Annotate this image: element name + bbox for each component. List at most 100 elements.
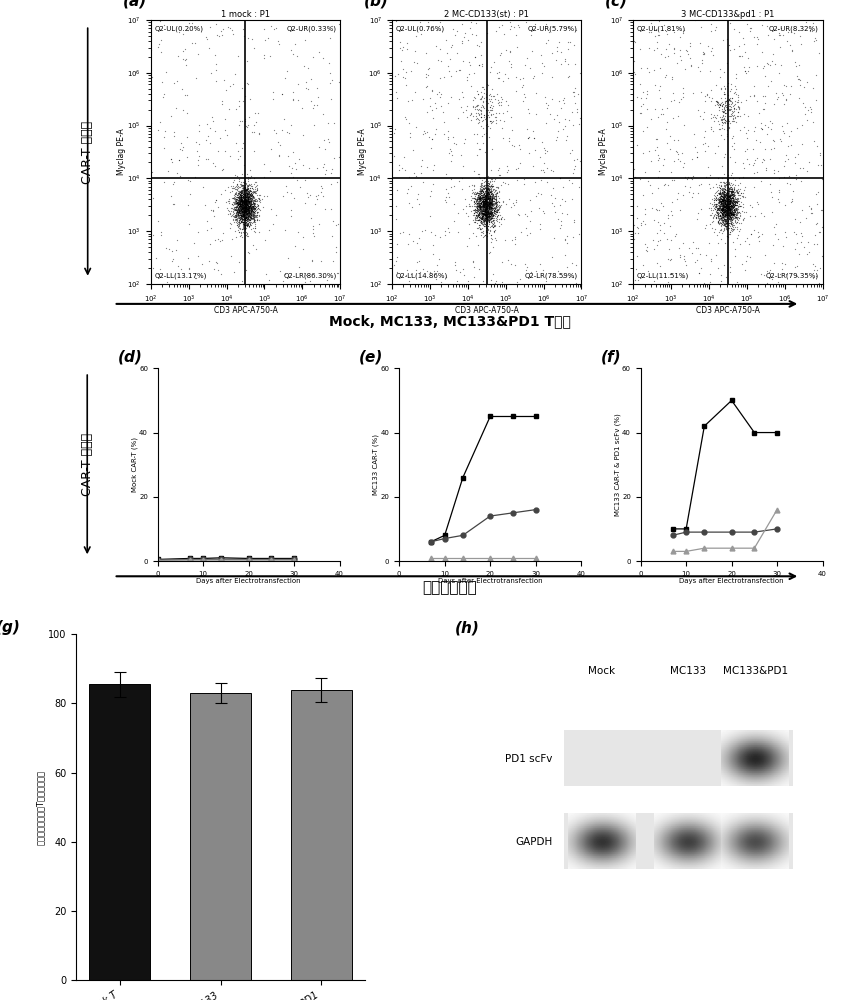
Point xyxy=(236,211,249,227)
Point xyxy=(558,232,572,248)
Point xyxy=(237,196,250,212)
Point xyxy=(718,215,732,231)
Point xyxy=(430,22,444,38)
Point xyxy=(477,191,491,207)
Point xyxy=(722,193,735,209)
Point xyxy=(478,207,492,223)
Point xyxy=(479,189,493,205)
Point xyxy=(231,210,244,226)
Point xyxy=(243,184,256,200)
Point xyxy=(232,209,246,225)
Point xyxy=(724,197,738,213)
Point xyxy=(738,59,751,75)
Point xyxy=(471,185,484,201)
Point xyxy=(418,125,432,141)
Point xyxy=(483,206,497,222)
Point xyxy=(237,193,251,209)
Point xyxy=(730,184,744,200)
Point xyxy=(238,173,252,189)
Point xyxy=(759,68,773,84)
Point xyxy=(722,196,735,212)
Text: Q2-LR(78.59%): Q2-LR(78.59%) xyxy=(524,272,577,279)
Point xyxy=(717,214,730,230)
Point xyxy=(723,187,737,203)
Point xyxy=(240,182,254,198)
Point xyxy=(711,214,725,230)
Point xyxy=(676,80,689,96)
Point xyxy=(711,200,724,216)
Point xyxy=(706,196,719,212)
Point xyxy=(229,212,243,228)
Point xyxy=(713,196,727,212)
Point xyxy=(723,102,737,118)
Point xyxy=(243,206,257,222)
Point xyxy=(650,22,663,38)
Point xyxy=(722,202,735,218)
Point xyxy=(644,111,658,127)
Point xyxy=(720,201,734,217)
Point xyxy=(231,202,244,218)
Point xyxy=(237,203,250,219)
Point xyxy=(231,202,244,218)
Point xyxy=(477,214,491,230)
Point xyxy=(488,202,501,218)
Point xyxy=(481,210,494,226)
Point xyxy=(481,190,494,206)
Point xyxy=(718,197,732,213)
Point xyxy=(239,181,253,197)
Point xyxy=(479,214,493,230)
Point xyxy=(499,93,513,109)
Point xyxy=(471,207,484,223)
Point xyxy=(795,225,808,241)
Point xyxy=(198,151,212,167)
Point xyxy=(722,191,736,207)
Point xyxy=(229,195,243,211)
Point xyxy=(494,210,508,226)
Point xyxy=(755,173,768,189)
Point xyxy=(243,186,257,202)
Point xyxy=(242,201,255,217)
Point xyxy=(236,204,249,220)
Point xyxy=(480,184,494,200)
Point xyxy=(476,208,489,224)
Point xyxy=(416,152,429,168)
Point xyxy=(726,183,739,199)
Point xyxy=(242,211,255,227)
Point xyxy=(402,12,416,28)
Point xyxy=(481,197,494,213)
Point xyxy=(718,193,732,209)
Point xyxy=(567,152,581,168)
Point xyxy=(389,84,403,100)
Point xyxy=(717,184,731,200)
Point xyxy=(750,194,763,210)
Point xyxy=(723,204,737,220)
Point xyxy=(237,202,251,218)
Point xyxy=(716,193,729,209)
Point xyxy=(484,198,498,214)
Point xyxy=(165,253,179,269)
Point xyxy=(480,198,494,214)
Point xyxy=(771,91,784,107)
Point xyxy=(733,101,746,117)
Point xyxy=(716,206,729,222)
Point xyxy=(234,184,248,200)
Point xyxy=(727,219,740,235)
Point xyxy=(244,183,258,199)
Point xyxy=(722,207,735,223)
Point xyxy=(555,205,568,221)
Point xyxy=(742,59,756,75)
Point xyxy=(241,205,254,221)
Point xyxy=(739,179,752,195)
Point xyxy=(477,177,491,193)
Point xyxy=(719,174,733,190)
Point xyxy=(242,191,255,207)
Point xyxy=(716,182,729,198)
Point xyxy=(759,88,773,104)
Point xyxy=(477,198,491,214)
Point xyxy=(685,151,699,167)
Point xyxy=(243,208,256,224)
Point xyxy=(486,188,499,204)
Point xyxy=(724,183,738,199)
Point xyxy=(233,193,247,209)
Point xyxy=(697,45,711,61)
